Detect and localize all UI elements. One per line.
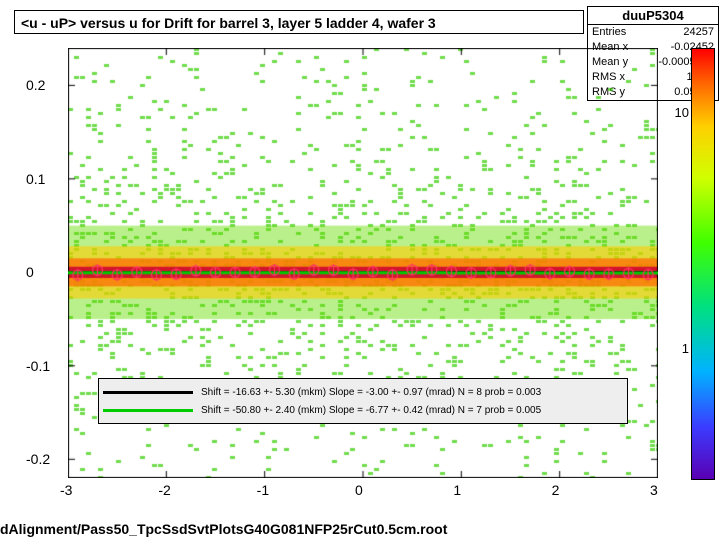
colorbar-tick-label: 1 [682, 341, 689, 356]
x-tick-label: 1 [453, 482, 461, 498]
stats-name: duuP5304 [588, 7, 718, 25]
fit-swatch [103, 409, 193, 412]
x-tick-label: -1 [257, 482, 269, 498]
colorbar-tick-label: 10 [675, 105, 689, 120]
x-tick-label: 3 [650, 482, 658, 498]
source-caption: dAlignment/Pass50_TpcSsdSvtPlotsG40G081N… [0, 521, 447, 537]
y-tick-label: -0.1 [26, 358, 50, 374]
fit-legend-row: Shift = -16.63 +- 5.30 (mkm) Slope = -3.… [103, 383, 623, 401]
fit-text: Shift = -50.80 +- 2.40 (mkm) Slope = -6.… [201, 405, 541, 416]
y-tick-label: -0.2 [26, 451, 50, 467]
stats-row: Entries24257 [588, 25, 718, 40]
x-tick-label: -2 [158, 482, 170, 498]
chart-container: <u - uP> versus u for Drift for barrel 3… [0, 0, 725, 541]
x-tick-label: -3 [60, 482, 72, 498]
fit-legend: Shift = -16.63 +- 5.30 (mkm) Slope = -3.… [98, 378, 628, 424]
chart-title: <u - uP> versus u for Drift for barrel 3… [14, 10, 584, 34]
fit-legend-row: Shift = -50.80 +- 2.40 (mkm) Slope = -6.… [103, 401, 623, 419]
x-tick-label: 0 [355, 482, 363, 498]
colorbar [691, 48, 715, 480]
x-tick-label: 2 [552, 482, 560, 498]
y-tick-label: 0 [26, 264, 34, 280]
fit-text: Shift = -16.63 +- 5.30 (mkm) Slope = -3.… [201, 387, 541, 398]
plot-area: Shift = -16.63 +- 5.30 (mkm) Slope = -3.… [68, 48, 658, 478]
y-tick-label: 0.2 [26, 77, 45, 93]
fit-swatch [103, 391, 193, 394]
y-tick-label: 0.1 [26, 171, 45, 187]
